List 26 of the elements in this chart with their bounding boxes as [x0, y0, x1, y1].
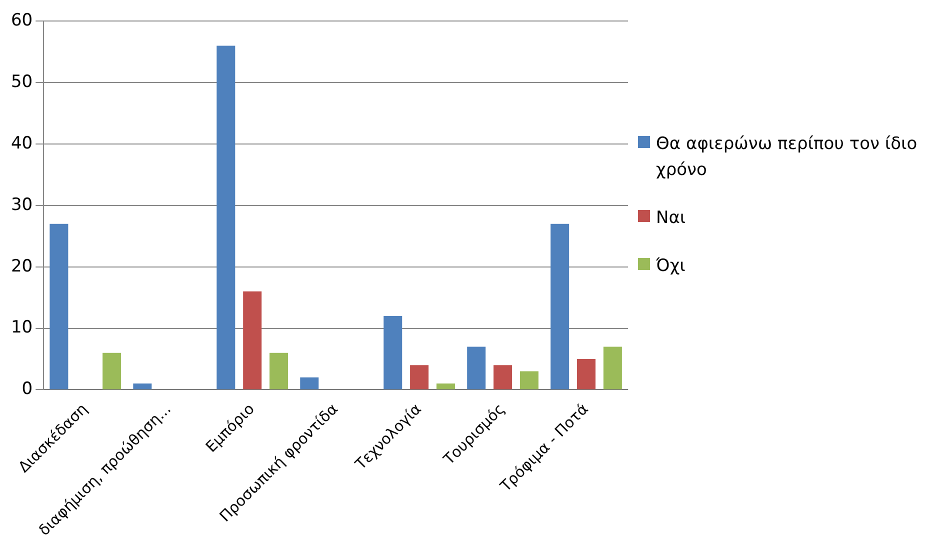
legend-label: Όχι	[656, 254, 686, 278]
bar	[436, 384, 455, 390]
bar	[520, 371, 538, 390]
y-tick-label: 30	[10, 194, 33, 215]
legend-label: Ναι	[656, 206, 686, 230]
bar	[270, 352, 288, 390]
bar	[50, 224, 68, 390]
y-tick-label: 10	[10, 318, 33, 338]
bar	[410, 365, 429, 390]
bar	[300, 377, 319, 390]
y-tick-label: 40	[10, 133, 33, 154]
bar	[550, 224, 570, 390]
bar	[243, 291, 262, 390]
bar	[216, 46, 236, 390]
bar	[133, 384, 152, 390]
y-tick-label: 20	[10, 256, 33, 276]
bar	[384, 316, 402, 390]
bar	[577, 358, 596, 390]
bar	[102, 352, 122, 390]
y-tick-label: 50	[10, 72, 33, 92]
bar	[603, 346, 622, 390]
bar	[467, 346, 486, 390]
y-tick-label: 60	[10, 10, 33, 31]
bar	[494, 365, 512, 390]
legend-label: Θα αφιερώνω περίπου τον ίδιο χρόνο	[656, 132, 918, 182]
y-tick-label: 0	[22, 379, 33, 400]
